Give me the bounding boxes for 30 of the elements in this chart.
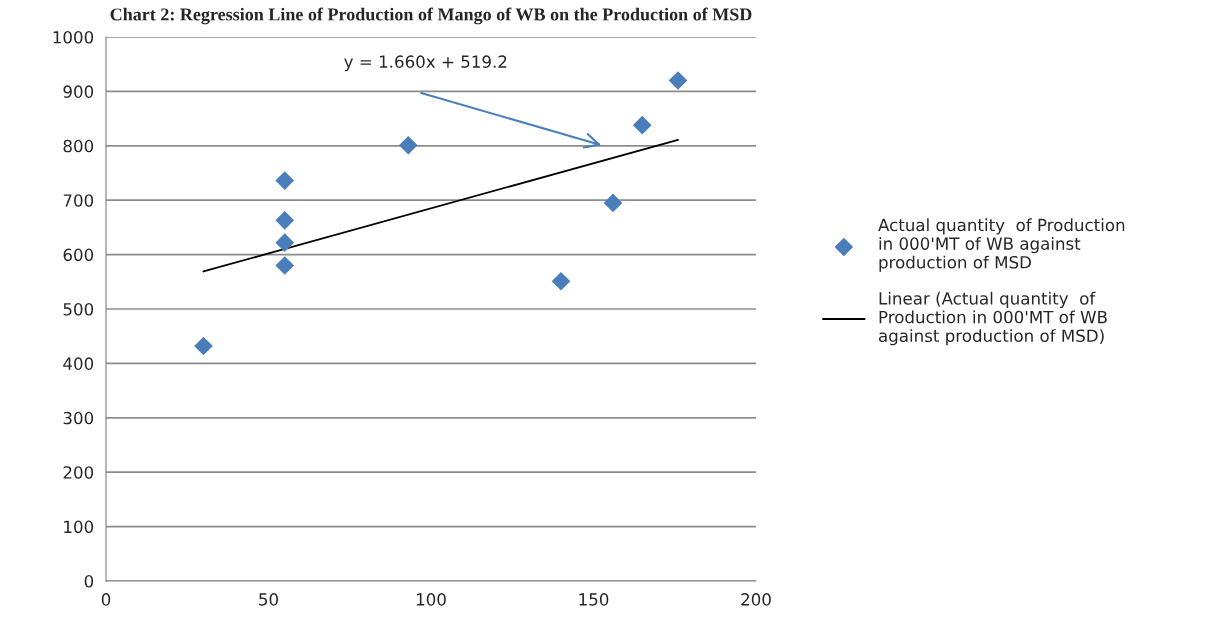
x-tick-label: 200 [741, 593, 771, 606]
annotation: y = 1.660x + 519.2 [344, 55, 507, 72]
point [398, 135, 418, 155]
point [632, 115, 652, 135]
point [275, 211, 295, 230]
y-tick-label: 200 [63, 466, 94, 479]
point [275, 256, 295, 275]
y-tick-label: 1000 [53, 30, 94, 44]
chart-title: Chart 2: Regression Line of Production of Mango of WB on the Production of MSD [110, 7, 752, 25]
y-tick-label: 400 [63, 357, 94, 370]
point [603, 193, 623, 213]
point [194, 336, 213, 356]
y-tick-label: 300 [63, 411, 94, 425]
y-tick-label: 100 [64, 520, 94, 534]
y-tick-label: 600 [63, 248, 94, 262]
legend-label: Linear (Actual quantity of Production in 000'MT of WB against production of MSD) [879, 291, 1107, 346]
x-tick-label: 50 [259, 593, 278, 606]
y-tick-label: 800 [63, 139, 94, 153]
x-tick-label: 0 [101, 593, 111, 606]
x-tick-label: 150 [579, 593, 609, 606]
y-tick-label: 0 [84, 574, 94, 588]
x-tick-label: 100 [416, 593, 446, 606]
legend-label: Actual quantity of Production in 000'MT of WB against production of MSD [878, 218, 1125, 272]
y-tick-label: 700 [63, 194, 94, 207]
point [551, 271, 571, 291]
point [668, 71, 688, 90]
y-tick-label: 900 [63, 85, 94, 98]
point [275, 233, 295, 252]
point [275, 171, 295, 190]
y-tick-label: 500 [63, 302, 94, 316]
